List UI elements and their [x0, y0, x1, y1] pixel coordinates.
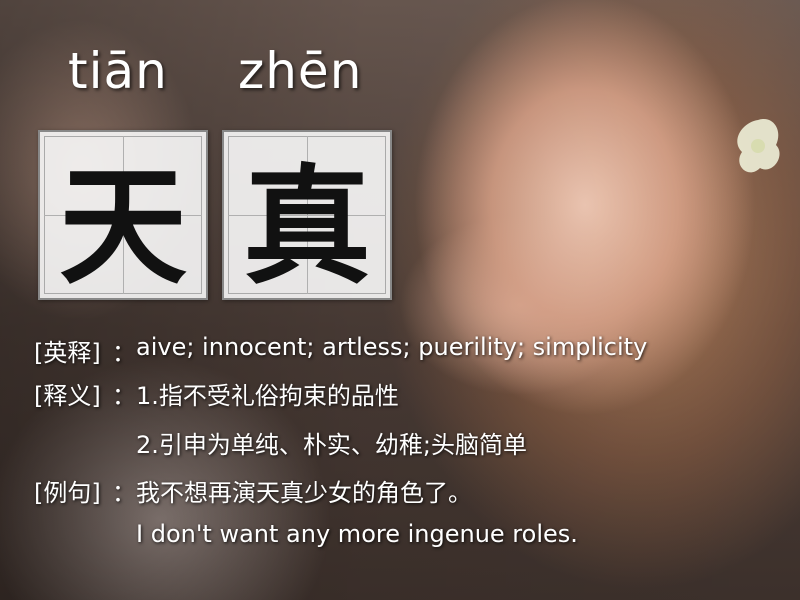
character-tian: 天 [58, 151, 187, 302]
example-label: [例句] [34, 479, 101, 507]
pinyin-zhen: zhēn [238, 42, 363, 100]
example-chinese: 我不想再演天真少女的角色了。 [136, 479, 472, 507]
grid-horizontal-line [228, 215, 386, 216]
english-label: [英释] [34, 339, 101, 367]
pinyin-tian: tiān [68, 42, 168, 100]
hair-flower-icon [737, 119, 780, 173]
example-separator: ： [112, 479, 136, 507]
meaning-item-2: 2.引申为单纯、朴实、幼稚;头脑简单 [136, 431, 527, 459]
meaning-separator: ： [112, 382, 136, 410]
english-translation: aive; innocent; artless; puerility; simp… [136, 333, 648, 361]
meaning-item-1: 1.指不受礼俗拘束的品性 [136, 382, 399, 410]
character-box-zhen: 真 [222, 130, 392, 302]
grid-horizontal-line [44, 215, 202, 216]
character-box-tian: 天 [38, 130, 208, 302]
english-separator: ： [112, 339, 136, 367]
character-zhen: 真 [242, 151, 371, 302]
example-english: I don't want any more ingenue roles. [136, 520, 578, 548]
meaning-label: [释义] [34, 382, 101, 410]
